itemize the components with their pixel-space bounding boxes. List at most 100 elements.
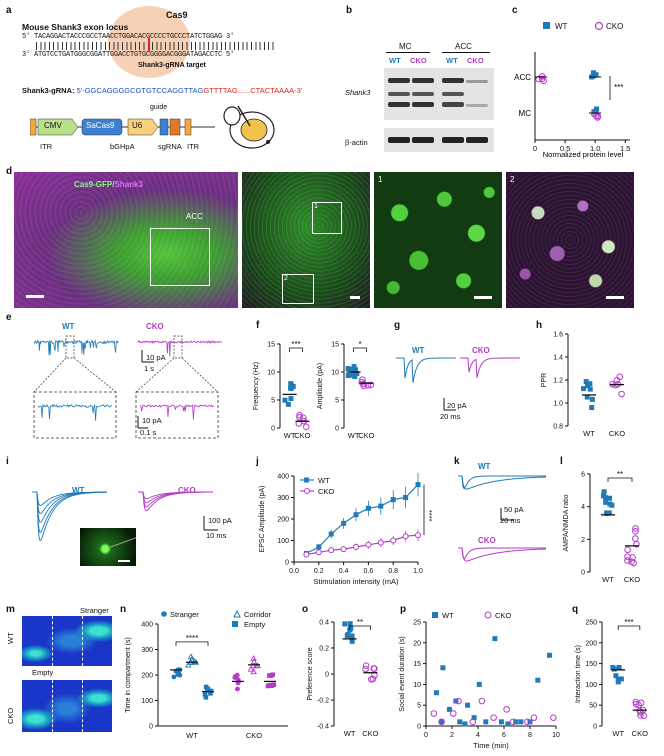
f-amp-point-cko bbox=[358, 378, 366, 386]
n-point-stranger bbox=[234, 672, 240, 678]
j-xlabel: Stimulation intensity (mA) bbox=[313, 577, 399, 586]
l-point-cko bbox=[632, 535, 639, 542]
n-point-empty bbox=[270, 672, 275, 678]
i-wt-trace bbox=[32, 491, 107, 542]
p-xtick-label: 4 bbox=[476, 732, 480, 739]
n-ytick-label: 200 bbox=[141, 673, 153, 680]
c-xtick-label: 1.0 bbox=[590, 144, 600, 153]
legend-wt-marker bbox=[543, 22, 550, 29]
f-amp-xlabel-wt: WT bbox=[348, 431, 360, 440]
q-ytick-label: 50 bbox=[589, 703, 597, 710]
p-point-cko bbox=[509, 718, 517, 726]
l-sig-bracket bbox=[607, 477, 633, 482]
j-xtick-label: 0.6 bbox=[364, 568, 374, 575]
p-xtick-label: 10 bbox=[552, 732, 560, 739]
chart-c: WT CKO ACC MC 0 0.5 1.0 1.5 *** Normalized … bbox=[514, 21, 630, 159]
l-point-cko bbox=[632, 525, 639, 532]
panel-label-c: c bbox=[512, 5, 518, 16]
p-xtick-label: 8 bbox=[528, 732, 532, 739]
n-ytick-label: 100 bbox=[141, 698, 153, 705]
q-point-wt bbox=[618, 676, 624, 682]
c-cat-acc: ACC bbox=[514, 73, 531, 82]
n-point-corridor bbox=[191, 658, 198, 664]
target-label: Shank3-gRNA target bbox=[138, 62, 206, 69]
acc-scale-bar bbox=[350, 296, 360, 299]
panel-label-q: q bbox=[572, 604, 579, 615]
k-cko-label: CKO bbox=[478, 536, 496, 545]
p-point-wt bbox=[440, 665, 446, 671]
n-point-corridor bbox=[252, 662, 260, 669]
f-amp-ytick-label: 0 bbox=[335, 426, 339, 433]
o-point-cko bbox=[362, 665, 369, 673]
label-itr-right: ITR bbox=[187, 142, 200, 151]
j-point-cko bbox=[328, 547, 335, 554]
j-xtick-label: 0.0 bbox=[289, 568, 299, 575]
inset-1-scale-bar bbox=[474, 296, 492, 299]
j-point-cko bbox=[402, 533, 409, 540]
j-xtick-label: 0.4 bbox=[339, 568, 349, 575]
m-stranger-label: Stranger bbox=[80, 606, 109, 615]
i-scale-x: 10 ms bbox=[206, 531, 227, 540]
j-xtick-label: 0.2 bbox=[314, 568, 324, 575]
q-xlabel-cko: CKO bbox=[632, 729, 648, 738]
j-point-wt bbox=[328, 531, 334, 537]
q-sig-bracket bbox=[617, 625, 641, 630]
locus-title: Mouse Shank3 exon locus bbox=[22, 22, 129, 32]
base-pair-ticks bbox=[36, 42, 276, 50]
e-scale2-x: 0.1 s bbox=[140, 428, 157, 437]
element-cmv: CMV bbox=[44, 121, 62, 130]
h-point-wt bbox=[581, 386, 587, 392]
legend-wt-text: WT bbox=[555, 22, 568, 31]
h-point-wt bbox=[584, 394, 590, 400]
l-point-cko bbox=[633, 540, 640, 548]
blot-row-actin: β-actin bbox=[345, 138, 368, 147]
chart-j: 0 100 200 300 400 0.0 0.2 0.4 0.6 0.8 1.0 EPSC Ampl… bbox=[259, 472, 434, 586]
j-point-cko bbox=[315, 549, 322, 556]
panel-label-m: m bbox=[6, 604, 15, 615]
g-wt-trace bbox=[396, 357, 456, 383]
k-traces bbox=[458, 475, 546, 562]
f-amp-point-cko bbox=[367, 381, 375, 389]
h-point-cko bbox=[618, 390, 625, 398]
f-freq-point-cko bbox=[302, 423, 310, 431]
c-xtick-label: 0 bbox=[533, 144, 537, 153]
o-ytick-label: -0.4 bbox=[317, 724, 329, 731]
o-sig: ** bbox=[357, 618, 363, 627]
n-legend-empty-marker bbox=[232, 621, 238, 627]
j-point-wt bbox=[390, 497, 396, 503]
panel-label-j: j bbox=[256, 456, 259, 467]
o-point-wt bbox=[347, 621, 353, 627]
f-amp-point-wt bbox=[354, 371, 360, 377]
f-freq-ytick-label: 5 bbox=[271, 398, 275, 405]
o-point-cko bbox=[371, 672, 378, 679]
acc-inset-box-1 bbox=[312, 202, 342, 234]
n-legend-empty-text: Empty bbox=[244, 620, 266, 629]
f-freq-sig: *** bbox=[291, 340, 300, 349]
p-ytick-label: 20 bbox=[413, 640, 421, 647]
acc-inset-label-2: 2 bbox=[284, 275, 288, 282]
blot-sub-cko-2: CKO bbox=[467, 56, 484, 65]
shank3-blot bbox=[384, 68, 494, 120]
blot-sub-wt-1: WT bbox=[389, 56, 401, 65]
l-point-wt bbox=[603, 499, 609, 505]
e-cko-zoom-box bbox=[173, 335, 183, 359]
j-point-wt bbox=[415, 482, 421, 488]
l-point-cko bbox=[632, 528, 639, 535]
panel-label-p: p bbox=[400, 604, 407, 615]
p-legend-cko-text: CKO bbox=[495, 611, 511, 620]
f-amp-ytick-label: 10 bbox=[331, 370, 339, 377]
overview-scale-bar bbox=[26, 295, 44, 298]
legend-cko-marker bbox=[594, 21, 604, 31]
o-ytick-label: -0.2 bbox=[317, 698, 329, 705]
micrograph-overview: Cas9-GFP/Shank3 ACC bbox=[14, 172, 238, 308]
k-scale-x: 20 ms bbox=[500, 516, 521, 525]
actin-blot bbox=[384, 128, 494, 152]
c-cat-mc: MC bbox=[519, 109, 532, 118]
m-heatmap-wt bbox=[22, 616, 112, 666]
chart-p: 0 5 10 15 20 25 0 2 4 6 8 10 Social event duration (… bbox=[399, 611, 560, 750]
q-ytick-label: 0 bbox=[593, 724, 597, 731]
j-ytick-label: 300 bbox=[277, 495, 289, 502]
h-point-wt bbox=[583, 379, 589, 385]
e-cko-overview-trace bbox=[137, 339, 223, 357]
